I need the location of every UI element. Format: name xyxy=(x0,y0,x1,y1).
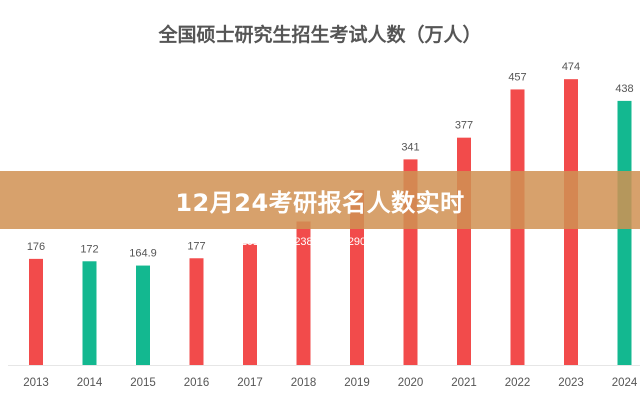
bar-2019 xyxy=(350,190,364,365)
x-tick-label-2016: 2016 xyxy=(184,377,210,389)
x-tick-label-2019: 2019 xyxy=(344,377,370,389)
value-label-2019: 290 xyxy=(348,236,366,248)
x-tick-label-2017: 2017 xyxy=(237,377,263,389)
bar-2013 xyxy=(29,258,43,365)
headline-banner: 12月24考研报名人数实时 xyxy=(0,171,640,229)
value-label-2015: 164.9 xyxy=(129,248,157,260)
chart-title: 全国硕士研究生招生考试人数（万人） xyxy=(158,24,482,46)
x-tick-label-2022: 2022 xyxy=(505,377,531,389)
x-tick-label-2013: 2013 xyxy=(23,377,49,389)
value-label-2022: 457 xyxy=(508,71,526,83)
value-label-2016: 177 xyxy=(187,240,205,252)
x-tick-label-2018: 2018 xyxy=(291,377,317,389)
bar-2014 xyxy=(82,261,97,365)
value-label-2021: 377 xyxy=(455,120,473,132)
x-tick-label-2021: 2021 xyxy=(451,377,477,389)
value-label-2023: 474 xyxy=(562,61,580,73)
bar-2015 xyxy=(136,265,150,365)
bar-2017 xyxy=(243,243,257,365)
value-label-2014: 172 xyxy=(80,243,98,255)
x-tick-label-2014: 2014 xyxy=(77,377,103,389)
headline-text: 12月24考研报名人数实时 xyxy=(175,188,465,217)
bar-2024 xyxy=(617,100,632,366)
x-tick-label-2024: 2024 xyxy=(612,377,638,389)
value-label-2017: 201 xyxy=(241,236,259,248)
x-tick-label-2023: 2023 xyxy=(558,377,584,389)
value-label-2013: 176 xyxy=(27,241,45,253)
x-tick-label-2020: 2020 xyxy=(398,377,424,389)
value-label-2020: 341 xyxy=(401,141,419,153)
bar-2018 xyxy=(296,221,311,365)
bar-2016 xyxy=(189,258,204,365)
value-label-2018: 238 xyxy=(294,236,312,248)
value-label-2024: 438 xyxy=(615,83,633,95)
x-tick-label-2015: 2015 xyxy=(130,377,156,389)
